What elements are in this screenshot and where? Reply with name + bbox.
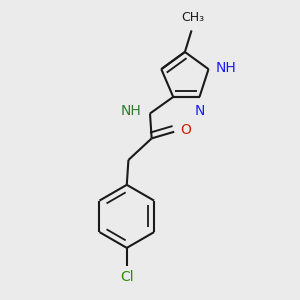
Text: NH: NH	[121, 104, 142, 118]
Text: CH₃: CH₃	[182, 11, 205, 24]
Text: NH: NH	[216, 61, 237, 76]
Text: O: O	[180, 123, 191, 137]
Text: N: N	[195, 104, 206, 118]
Text: Cl: Cl	[120, 270, 134, 284]
